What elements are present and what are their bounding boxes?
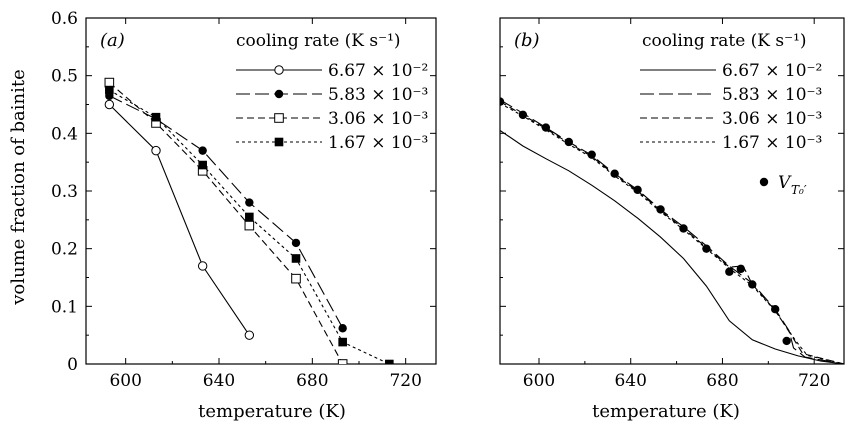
x-axis-label-b: temperature (K) (592, 401, 740, 422)
legend-label-0-0: 6.67 × 10⁻² (328, 61, 428, 81)
y-tick-label-0-2: 0.2 (51, 240, 78, 260)
point-1-4-11 (736, 264, 745, 274)
legend-label-sub-1-4: T₀′ (791, 183, 807, 197)
point-0-0-1 (151, 145, 161, 156)
x-tick-label-0-1: 640 (203, 371, 235, 391)
x-tick-label-1-0: 600 (523, 371, 555, 391)
legend-marker-1-4 (759, 177, 769, 187)
y-tick-label-0-0: 0 (67, 355, 78, 375)
series-line-0-0 (108, 104, 250, 336)
legend-label-0-3: 1.67 × 10⁻³ (328, 133, 428, 153)
series-1-0 (500, 129, 844, 364)
legend-title-a: cooling rate (K s⁻¹) (236, 31, 401, 51)
series-0-0 (104, 99, 255, 340)
y-tick-label-0-1: 0.1 (51, 297, 78, 317)
series-0-2 (104, 77, 348, 364)
x-tick-label-0-3: 720 (389, 371, 421, 391)
x-tick-label-1-2: 680 (706, 371, 738, 391)
point-0-2-5 (337, 359, 348, 364)
point-0-1-4 (291, 238, 301, 248)
point-0-3-4 (291, 254, 301, 263)
x-tick-label-0-0: 600 (109, 371, 141, 391)
point-1-4-1 (518, 110, 528, 120)
point-0-1-2 (198, 146, 207, 155)
legend-marker-0-2 (274, 113, 284, 123)
point-1-4-4 (587, 150, 596, 159)
point-1-4-0 (500, 97, 505, 106)
point-0-1-3 (245, 198, 254, 207)
panel-a: 600 640 680 720 0 0.1 0.2 0.3 0.4 0.5 0.6 6.67 × 10… (51, 9, 437, 391)
point-1-4-13 (771, 305, 780, 314)
series-line-1-0 (500, 129, 844, 364)
legend-marker-0-0 (274, 65, 284, 75)
point-0-3-5 (338, 337, 347, 347)
panel-label-a: (a) (100, 30, 125, 51)
series-line-1-3 (500, 102, 844, 364)
point-0-0-3 (244, 330, 255, 340)
point-0-1-5 (338, 324, 347, 333)
series-1-4 (500, 97, 791, 346)
point-0-2-4 (291, 273, 301, 284)
point-0-3-2 (198, 160, 207, 170)
y-tick-label-0-4: 0.4 (51, 124, 78, 144)
legend-title-b: cooling rate (K s⁻¹) (642, 31, 807, 51)
y-tick-label-0-6: 0.6 (51, 9, 78, 29)
legend-marker-0-1 (274, 89, 284, 99)
point-0-3-0 (105, 85, 114, 95)
legend-label-1-1: 5.83 × 10⁻³ (722, 85, 822, 105)
legend-marker-0-3 (274, 137, 284, 147)
x-tick-label-1-3: 720 (798, 371, 830, 391)
legend-label-1-3: 1.67 × 10⁻³ (722, 133, 822, 153)
point-1-4-2 (541, 123, 551, 132)
legend-label-1-0: 6.67 × 10⁻² (722, 61, 822, 81)
y-tick-label-0-3: 0.3 (51, 182, 78, 202)
x-axis-label-a: temperature (K) (198, 401, 346, 422)
panel-label-b: (b) (514, 30, 540, 51)
y-tick-label-0-5: 0.5 (51, 67, 78, 87)
point-1-4-3 (564, 137, 573, 147)
point-0-2-0 (104, 77, 115, 88)
legend-label-0-2: 3.06 × 10⁻³ (328, 109, 428, 129)
series-0-1 (105, 91, 347, 333)
point-1-4-12 (748, 280, 757, 289)
point-0-0-0 (104, 99, 115, 110)
point-0-0-2 (197, 261, 208, 271)
x-tick-label-0-2: 680 (296, 371, 328, 391)
point-1-4-9 (702, 244, 711, 253)
point-1-4-8 (679, 224, 688, 233)
legend-label-0-1: 5.83 × 10⁻³ (328, 85, 428, 105)
series-1-3 (500, 102, 844, 364)
point-0-2-3 (244, 220, 255, 231)
point-1-4-14 (782, 336, 791, 346)
x-tick-label-1-1: 640 (614, 371, 646, 391)
point-1-4-10 (725, 267, 734, 276)
series-line-0-1 (109, 95, 344, 329)
y-axis-label-a: volume fraction of bainite (8, 69, 29, 306)
series-0-3 (105, 85, 394, 364)
point-0-3-3 (245, 212, 254, 222)
point-0-3-6 (385, 359, 394, 364)
panel-b: 600 640 680 720 6.67 × 10⁻² 5.83 × 10⁻³ 3.06 ×… (499, 17, 845, 391)
series-line-0-2 (108, 82, 344, 364)
legend-label-1-4: V (778, 173, 792, 193)
point-0-3-1 (151, 112, 161, 122)
point-1-4-6 (633, 185, 642, 195)
point-1-4-7 (656, 205, 665, 214)
point-1-4-5 (610, 169, 619, 178)
legend-label-1-2: 3.06 × 10⁻³ (722, 109, 822, 129)
